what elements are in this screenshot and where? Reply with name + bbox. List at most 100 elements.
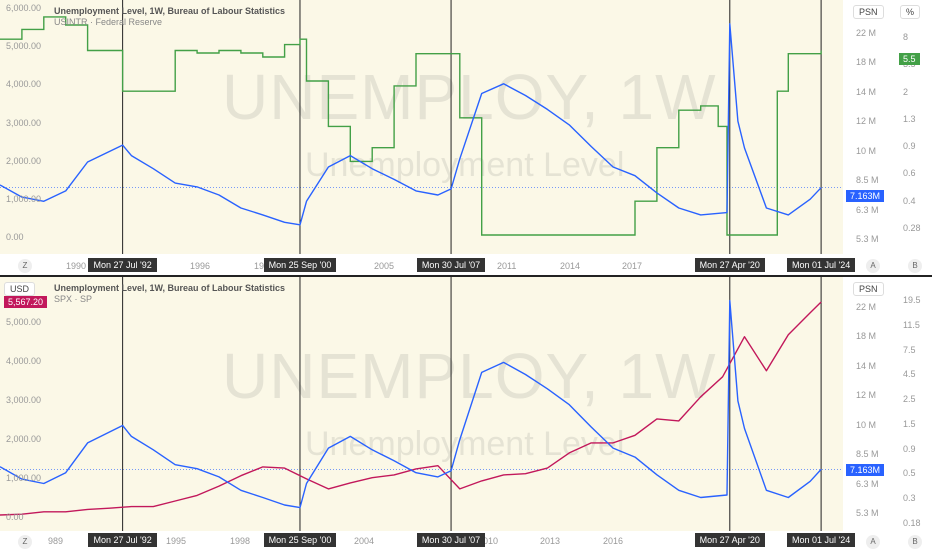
top-psn-value-badge: 7.163M xyxy=(846,190,885,202)
bottom-right-tick-label: 1.5 xyxy=(903,418,916,429)
bottom-chart-pane[interactable]: UNEMPLOY, 1W Unemployment Level Unemploy… xyxy=(0,277,932,550)
bottom-psn-tick-label: 14 M xyxy=(856,360,877,371)
x-tick-label: 2005 xyxy=(374,261,395,271)
x-tick-label: 2013 xyxy=(540,536,561,546)
x-tick-label: 1990 xyxy=(66,261,87,271)
top-psn-tick-label: 5.3 M xyxy=(856,234,879,244)
x-tick-label: 1995 xyxy=(166,536,187,546)
top-legend-sub: USINTR · Federal Reserve xyxy=(54,17,163,27)
bottom-left-tick-label: 3,000.00 xyxy=(6,395,42,405)
bottom-legend-sub: SPX · SP xyxy=(54,294,93,304)
top-pct-tick-label: 0.28 xyxy=(903,223,921,233)
unemployment-series-line xyxy=(0,23,822,226)
crosshair-date-label: Mon 27 Jul '92 xyxy=(88,258,157,272)
bottom-psn-tick-label: 5.3 M xyxy=(856,508,879,518)
top-left-tick-label: 6,000.00 xyxy=(6,3,42,13)
bottom-right-tick-label: 19.5 xyxy=(903,295,921,305)
crosshair-date-label: Mon 30 Jul '07 xyxy=(416,533,486,547)
top-pct-tick-label: 1.3 xyxy=(903,113,916,124)
top-pct-tick-label: 0.6 xyxy=(903,168,916,179)
top-psn-tick-label: 12 M xyxy=(856,116,877,127)
bottom-psn-tick-label: 12 M xyxy=(856,390,877,401)
top-pct-scale-button[interactable]: % xyxy=(900,5,921,19)
crosshair-date-label: Mon 30 Jul '07 xyxy=(416,258,486,272)
bottom-psn-tick-label: 8.5 M xyxy=(856,449,879,460)
crosshair-date-label: Mon 25 Sep '00 xyxy=(263,258,337,272)
top-psn-tick-label: 8.5 M xyxy=(856,175,879,186)
bottom-left-tick-label: 0.00 xyxy=(6,512,24,522)
top-pct-tick-label: 8 xyxy=(903,32,909,42)
top-pct-value-badge: 5.5 xyxy=(899,53,920,65)
bottom-psn-tick-label: 18 M xyxy=(856,331,877,342)
top-psn-tick-label: 10 M xyxy=(856,145,877,156)
top-left-tick-label: 1,000.00 xyxy=(6,193,42,204)
bottom-left-tick-label: 4,000.00 xyxy=(6,356,42,366)
top-scale-b-icon[interactable]: B xyxy=(908,259,922,273)
top-auto-scale-icon[interactable]: A xyxy=(866,259,880,273)
bottom-legend: Unemployment Level, 1W, Bureau of Labour… xyxy=(54,283,285,305)
unemployment-series-line xyxy=(0,299,822,509)
spx-series-line xyxy=(0,301,822,516)
bottom-plot-area[interactable] xyxy=(0,277,843,531)
top-plot-svg[interactable] xyxy=(0,0,843,254)
bottom-right-tick-label: 0.3 xyxy=(903,493,916,504)
crosshair-date-label: Mon 01 Jul '24 xyxy=(786,258,856,272)
top-psn-tick-label: 6.3 M xyxy=(856,204,879,215)
crosshair-date-label: Mon 27 Apr '20 xyxy=(694,533,765,547)
bottom-right-tick-label: 0.18 xyxy=(903,518,921,528)
crosshair-date-label: Mon 25 Sep '00 xyxy=(263,533,337,547)
x-tick-label: 2016 xyxy=(603,536,624,546)
crosshair-date-label: Mon 01 Jul '24 xyxy=(786,533,856,547)
top-pct-tick-label: 0.4 xyxy=(903,195,916,206)
bottom-right-tick-label: 4.5 xyxy=(903,369,916,380)
bottom-psn-tick-label: 6.3 M xyxy=(856,478,879,489)
top-pct-tick-label: 2 xyxy=(903,86,909,97)
top-legend-title: Unemployment Level, 1W, Bureau of Labour… xyxy=(54,6,286,16)
bottom-usd-scale-button[interactable]: USD xyxy=(4,282,36,296)
top-plot-area[interactable] xyxy=(0,0,843,254)
bottom-zoom-icon[interactable]: Z xyxy=(18,535,32,549)
x-tick-label: 1998 xyxy=(230,536,251,546)
pane-divider[interactable] xyxy=(0,275,932,277)
top-chart-pane[interactable]: UNEMPLOY, 1W Unemployment Level Unemploy… xyxy=(0,0,932,275)
x-tick-label: 19 xyxy=(254,261,265,271)
bottom-right-tick-label: 0.9 xyxy=(903,443,916,454)
top-left-tick-label: 4,000.00 xyxy=(6,79,42,90)
bottom-scale-b-icon[interactable]: B xyxy=(908,535,922,549)
bottom-legend-title: Unemployment Level, 1W, Bureau of Labour… xyxy=(54,283,286,293)
top-left-tick-label: 2,000.00 xyxy=(6,155,42,166)
top-left-tick-label: 3,000.00 xyxy=(6,117,42,128)
bottom-right-tick-label: 7.5 xyxy=(903,344,916,355)
top-legend: Unemployment Level, 1W, Bureau of Labour… xyxy=(54,6,285,28)
top-psn-tick-label: 18 M xyxy=(856,57,877,68)
x-tick-label: 1996 xyxy=(190,261,211,271)
bottom-psn-tick-label: 22 M xyxy=(856,302,877,312)
top-pct-tick-label: 0.9 xyxy=(903,141,916,152)
top-psn-tick-label: 22 M xyxy=(856,28,877,38)
x-tick-label: 2014 xyxy=(560,261,581,271)
x-tick-label: 2010 xyxy=(478,536,499,546)
bottom-usd-value-badge: 5,567.20 xyxy=(4,296,48,308)
top-psn-tick-label: 14 M xyxy=(856,86,877,97)
x-tick-label: 2011 xyxy=(497,261,517,271)
bottom-left-tick-label: 5,000.00 xyxy=(6,317,42,327)
crosshair-date-label: Mon 27 Jul '92 xyxy=(88,533,157,547)
usintr-series-line xyxy=(0,16,822,236)
bottom-plot-svg[interactable] xyxy=(0,277,843,531)
x-tick-label: 2017 xyxy=(622,261,643,271)
bottom-left-tick-label: 1,000.00 xyxy=(6,473,42,483)
x-tick-label: 989 xyxy=(48,536,64,546)
bottom-psn-value-badge: 7.163M xyxy=(846,464,885,476)
bottom-auto-scale-icon[interactable]: A xyxy=(866,535,880,549)
top-left-tick-label: 5,000.00 xyxy=(6,41,42,52)
top-psn-scale-button[interactable]: PSN xyxy=(853,5,884,19)
x-tick-label: 2004 xyxy=(354,536,375,546)
top-zoom-icon[interactable]: Z xyxy=(18,259,32,273)
bottom-right-tick-label: 2.5 xyxy=(903,394,916,405)
top-left-tick-label: 0.00 xyxy=(6,232,24,242)
bottom-right-tick-label: 0.5 xyxy=(903,468,916,479)
bottom-right-tick-label: 11.5 xyxy=(903,319,920,330)
bottom-psn-scale-button[interactable]: PSN xyxy=(853,282,884,296)
bottom-psn-tick-label: 10 M xyxy=(856,419,877,430)
bottom-left-tick-label: 2,000.00 xyxy=(6,434,42,444)
